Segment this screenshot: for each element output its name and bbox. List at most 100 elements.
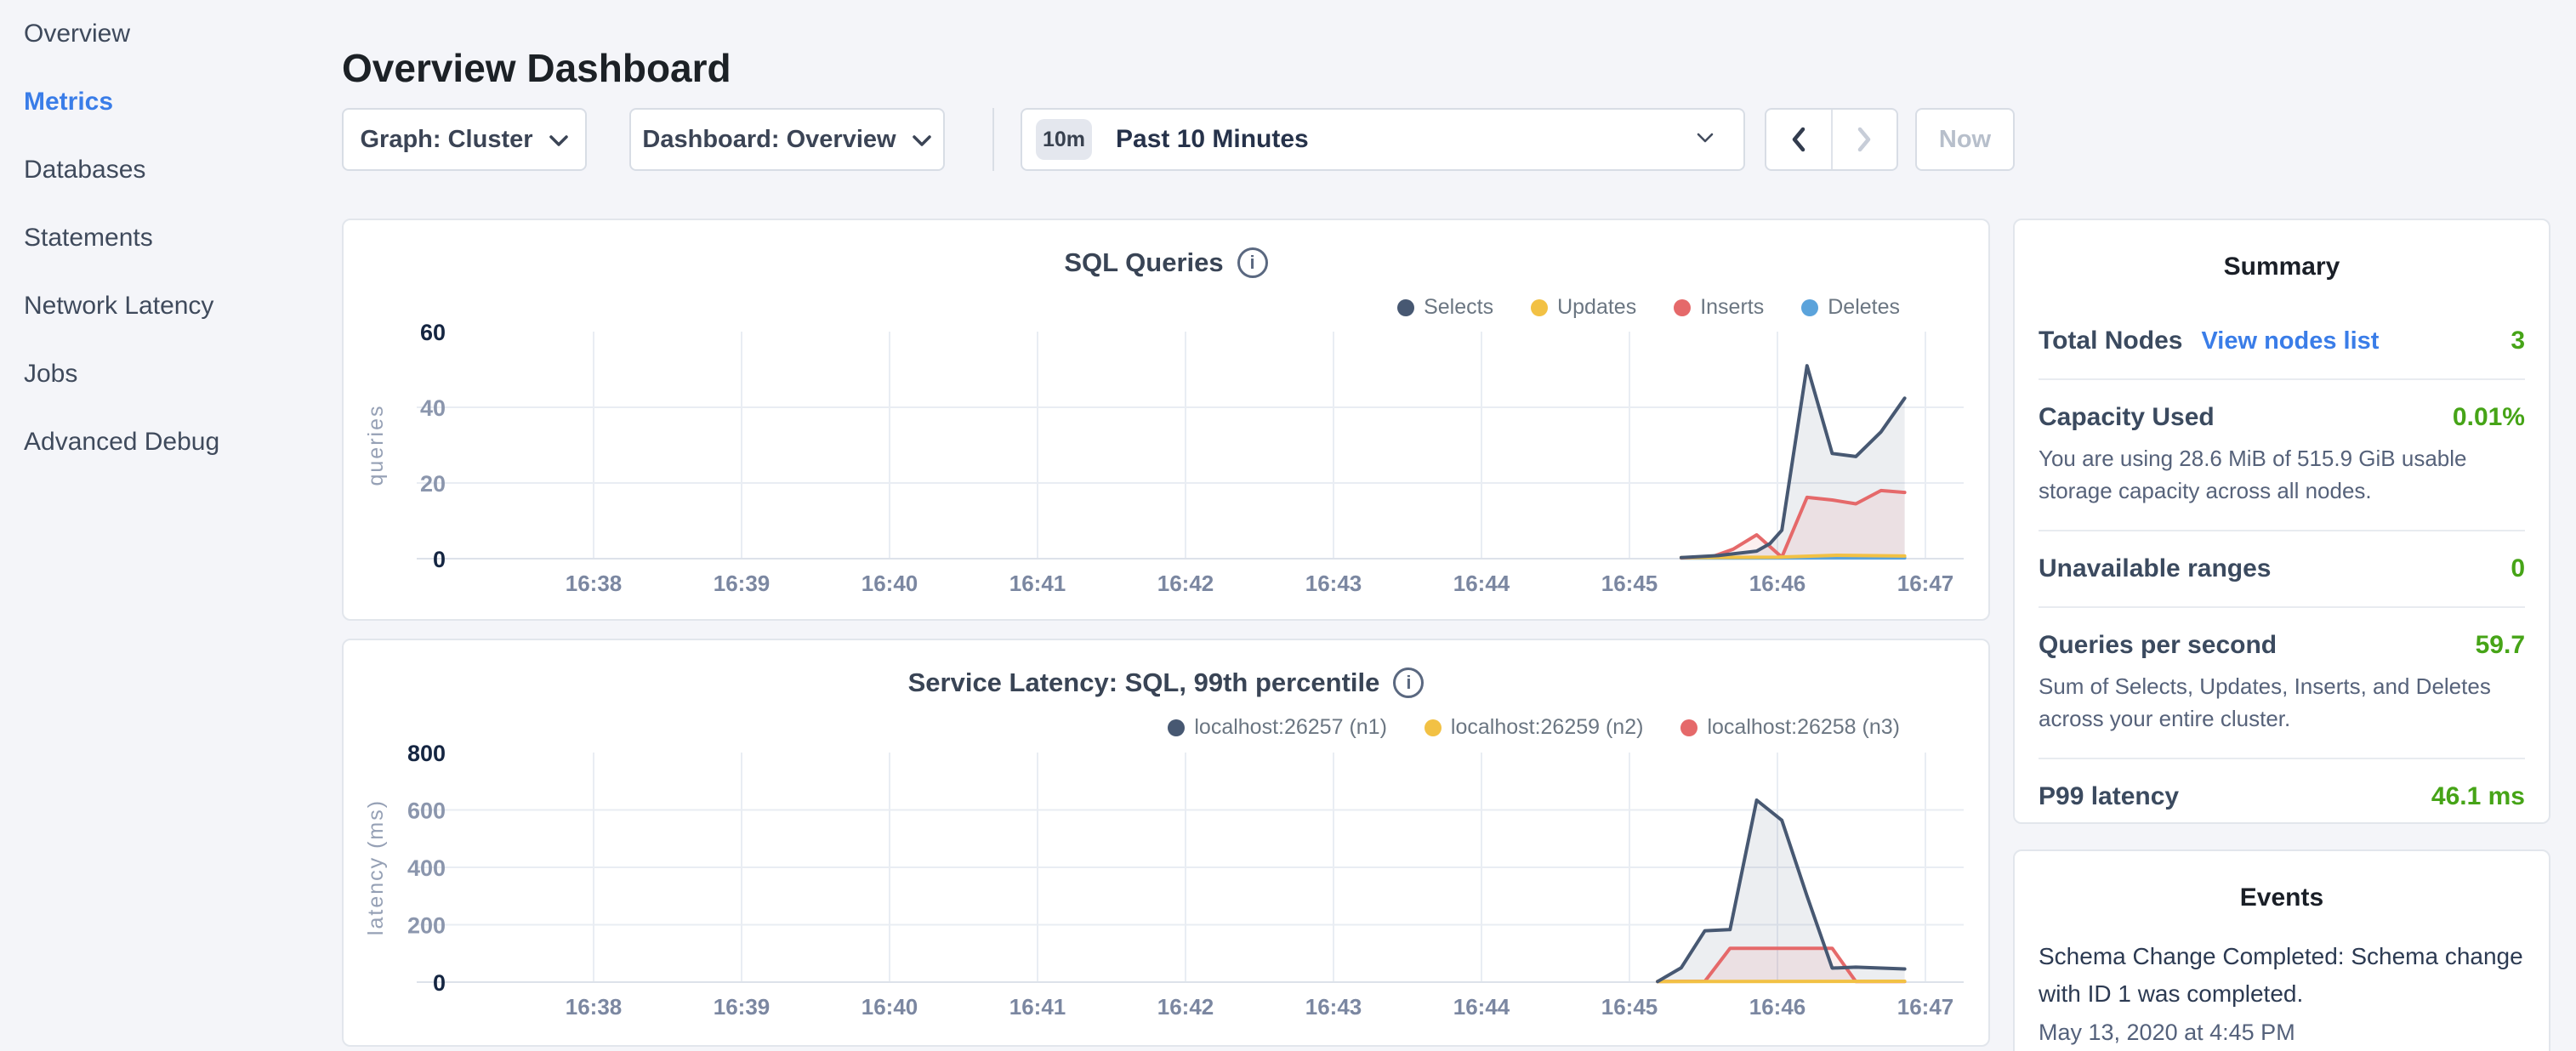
time-range-dropdown[interactable]: 10m Past 10 Minutes <box>1021 108 1745 171</box>
event-timestamp: May 13, 2020 at 4:45 PM <box>2039 1020 2295 1045</box>
dashboard-dropdown-label: Dashboard: Overview <box>642 125 896 153</box>
page-title: Overview Dashboard <box>342 45 731 90</box>
x-tick-label: 16:40 <box>862 571 918 596</box>
summary-row-capacity-used: Capacity Used 0.01% You are using 28.6 M… <box>2039 380 2525 531</box>
sidebar-item-network-latency[interactable]: Network Latency <box>24 292 214 320</box>
legend-dot-icon <box>1680 719 1698 736</box>
summary-row-description: You are using 28.6 MiB of 515.9 GiB usab… <box>2039 446 2467 503</box>
summary-row-value: 0 <box>2511 554 2525 582</box>
y-tick-label: 800 <box>407 741 446 766</box>
x-tick-label: 16:40 <box>862 994 918 1020</box>
sidebar-item-metrics[interactable]: Metrics <box>24 88 114 116</box>
x-tick-label: 16:43 <box>1305 571 1362 596</box>
sidebar: Overview Metrics Databases Statements Networ… <box>0 0 336 1051</box>
localhost-26258-n3--area <box>1658 948 1905 982</box>
sidebar-item-advanced-debug[interactable]: Advanced Debug <box>24 428 220 456</box>
legend-item-localhost-26257-n1-[interactable]: localhost:26257 (n1) <box>1168 715 1387 740</box>
service-latency-chart-card: Service Latency: SQL, 99th percentile i … <box>342 639 1990 1047</box>
chart-plot-area[interactable]: 0 20 40 60 queries 16:38 16:39 16:40 16:41 16:42 1… <box>344 220 1992 622</box>
time-back-button[interactable] <box>1766 110 1831 169</box>
x-tick-label: 16:38 <box>566 994 623 1020</box>
summary-row-p99-latency: P99 latency 46.1 ms <box>2039 759 2525 834</box>
y-tick-label: 200 <box>407 913 446 939</box>
y-axis-label: latency (ms) <box>364 799 388 935</box>
chart-plot-area[interactable]: 0 200 400 600 800 latency (ms) 16:38 16:39 16:40… <box>344 640 1992 1048</box>
chart-title: SQL Queries <box>1064 247 1224 277</box>
selects-line <box>1679 364 1907 560</box>
info-icon[interactable]: i <box>1393 668 1424 698</box>
legend-label: localhost:26257 (n1) <box>1194 715 1387 739</box>
legend-dot-icon <box>1424 719 1442 736</box>
y-tick-label: 60 <box>420 320 446 345</box>
x-tick-label: 16:42 <box>1157 994 1214 1020</box>
now-button[interactable]: Now <box>1915 108 2015 171</box>
summary-panel: Summary Total Nodes View nodes list 3 Ca… <box>2013 219 2550 824</box>
localhost-26257-n1--line <box>1656 798 1907 984</box>
x-tick-label: 16:39 <box>714 571 771 596</box>
legend-label: Updates <box>1557 295 1637 319</box>
chevron-down-icon <box>912 126 932 154</box>
x-tick-label: 16:42 <box>1157 571 1214 596</box>
chart-legend: localhost:26257 (n1) localhost:26259 (n2)… <box>1168 715 1900 740</box>
dashboard-dropdown[interactable]: Dashboard: Overview <box>629 108 945 171</box>
summary-row-unavailable-ranges: Unavailable ranges 0 <box>2039 531 2525 608</box>
legend-label: Deletes <box>1828 295 1900 319</box>
x-tick-label: 16:46 <box>1749 571 1806 596</box>
summary-title: Summary <box>2223 253 2340 281</box>
time-range-label: Past 10 Minutes <box>1116 125 1309 153</box>
x-tick-label: 16:44 <box>1453 994 1510 1020</box>
legend-item-deletes[interactable]: Deletes <box>1801 295 1900 320</box>
event-message[interactable]: Schema Change Completed: Schema change w… <box>2039 943 2523 1007</box>
legend-dot-icon <box>1168 719 1186 736</box>
graph-dropdown[interactable]: Graph: Cluster <box>342 108 587 171</box>
summary-row-value: 59.7 <box>2475 631 2525 659</box>
y-tick-label: 600 <box>407 798 446 824</box>
inserts-area <box>1680 490 1905 559</box>
chevron-down-icon <box>549 126 569 154</box>
chevron-right-icon <box>1858 127 1871 152</box>
updates-line <box>1679 554 1907 560</box>
now-button-label: Now <box>1938 125 1992 153</box>
legend-item-updates[interactable]: Updates <box>1531 295 1636 320</box>
x-tick-label: 16:41 <box>1009 571 1066 596</box>
legend-dot-icon <box>1397 298 1415 316</box>
summary-row-label: P99 latency <box>2039 782 2180 810</box>
time-range-badge: 10m <box>1036 119 1092 160</box>
x-tick-label: 16:41 <box>1009 994 1066 1020</box>
legend-item-selects[interactable]: Selects <box>1397 295 1493 320</box>
view-nodes-list-link[interactable]: View nodes list <box>2201 327 2380 355</box>
y-tick-label: 0 <box>433 547 446 572</box>
summary-row-value: 3 <box>2511 327 2525 355</box>
x-tick-label: 16:39 <box>714 994 771 1020</box>
legend-label: Inserts <box>1700 295 1765 319</box>
legend-item-localhost-26258-n3-[interactable]: localhost:26258 (n3) <box>1680 715 1900 740</box>
x-tick-label: 16:47 <box>1897 994 1954 1020</box>
toolbar-divider <box>992 108 994 171</box>
time-forward-button[interactable] <box>1830 110 1897 169</box>
sidebar-item-statements[interactable]: Statements <box>24 224 153 252</box>
x-tick-label: 16:43 <box>1305 994 1362 1020</box>
y-tick-label: 400 <box>407 855 446 881</box>
y-tick-label: 40 <box>420 395 446 421</box>
legend-dot-icon <box>1674 298 1692 316</box>
sidebar-item-jobs[interactable]: Jobs <box>24 360 78 388</box>
summary-row-total-nodes: Total Nodes View nodes list 3 <box>2039 304 2525 380</box>
x-tick-label: 16:44 <box>1453 571 1510 596</box>
summary-row-value: 46.1 ms <box>2431 782 2525 810</box>
x-tick-label: 16:45 <box>1601 994 1658 1020</box>
legend-dot-icon <box>1531 298 1549 316</box>
events-panel: Events Schema Change Completed: Schema c… <box>2013 849 2550 1051</box>
localhost-26257-n1--area <box>1658 800 1905 982</box>
inserts-line <box>1679 488 1907 560</box>
info-icon[interactable]: i <box>1237 247 1268 278</box>
legend-item-inserts[interactable]: Inserts <box>1674 295 1764 320</box>
legend-item-localhost-26259-n2-[interactable]: localhost:26259 (n2) <box>1424 715 1643 740</box>
graph-dropdown-label: Graph: Cluster <box>360 125 533 153</box>
x-tick-label: 16:38 <box>566 571 623 596</box>
summary-row-label: Unavailable ranges <box>2039 554 2272 582</box>
sidebar-item-overview[interactable]: Overview <box>24 20 131 48</box>
summary-row-queries-per-second: Queries per second 59.7 Sum of Selects, … <box>2039 608 2525 759</box>
sidebar-item-databases[interactable]: Databases <box>24 156 146 184</box>
x-tick-label: 16:47 <box>1897 571 1954 596</box>
summary-row-value: 0.01% <box>2452 403 2525 431</box>
